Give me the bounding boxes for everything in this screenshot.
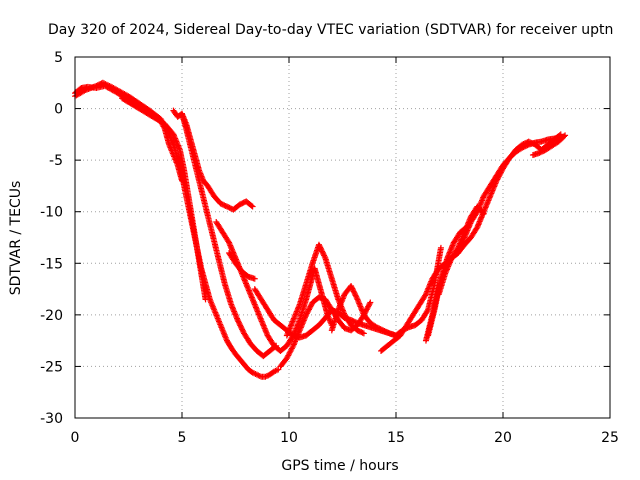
data-point [235, 318, 242, 325]
series-track-7 [226, 249, 258, 282]
data-point [99, 79, 106, 86]
x-tick-label: 5 [178, 430, 187, 446]
data-point [235, 319, 242, 326]
data-point [317, 245, 324, 252]
data-point [437, 244, 444, 251]
y-tick-label: -30 [40, 411, 63, 427]
data-point [319, 248, 326, 255]
data-point [237, 323, 244, 330]
data-point [557, 131, 564, 138]
series-track-3 [119, 95, 209, 303]
data-point [237, 322, 244, 329]
data-point [556, 132, 563, 139]
plot-frame [74, 56, 611, 419]
series-track-15 [425, 224, 470, 339]
data-point [462, 225, 469, 232]
data-point [422, 292, 429, 299]
data-point [424, 307, 431, 314]
data-point [319, 249, 326, 256]
data-point [317, 244, 324, 251]
data-point [225, 238, 232, 245]
data-point [238, 325, 245, 332]
data-point [353, 293, 360, 300]
data-point [562, 132, 569, 139]
data-points [72, 79, 569, 380]
data-point [454, 246, 461, 253]
x-tick-label: 15 [387, 430, 405, 446]
data-point [366, 300, 373, 307]
data-point [360, 330, 367, 337]
data-point [249, 203, 256, 210]
y-tick-label: 5 [54, 50, 63, 66]
x-tick-label: 20 [494, 430, 512, 446]
data-point [321, 253, 328, 260]
data-point [318, 247, 325, 254]
data-point [560, 133, 567, 140]
data-point [349, 285, 356, 292]
data-point [348, 282, 355, 289]
y-tick-label: 0 [54, 102, 63, 118]
series-track-5 [179, 110, 280, 360]
chart-title: Day 320 of 2024, Sidereal Day-to-day VTE… [48, 22, 613, 38]
data-point [236, 321, 243, 328]
data-point [320, 251, 327, 258]
data-point [349, 287, 356, 293]
x-tick-label: 25 [601, 430, 619, 446]
axis-ticks: 0 5 10 15 20 25 5 0 -5 -10 -15 -20 -25 -30 [40, 50, 619, 446]
data-point [350, 288, 357, 295]
data-point [359, 329, 366, 336]
data-point [289, 344, 296, 351]
data-point [202, 296, 209, 303]
data-point [351, 291, 358, 298]
data-point [479, 209, 486, 216]
data-point [315, 241, 322, 248]
y-tick-label: -20 [40, 308, 63, 324]
data-point [348, 284, 355, 291]
series-track-16 [529, 132, 569, 158]
data-point [234, 317, 241, 324]
data-point [473, 225, 480, 232]
y-tick-label: -15 [40, 256, 63, 272]
data-point [480, 210, 487, 217]
data-point [248, 202, 255, 209]
data-point [239, 327, 246, 334]
y-tick-label: -10 [40, 205, 63, 221]
series-track-6 [213, 219, 335, 354]
data-point [321, 252, 328, 259]
data-point [352, 292, 359, 299]
data-point [251, 275, 258, 282]
data-point [351, 289, 358, 296]
data-point [239, 326, 246, 333]
y-tick-label: -5 [49, 153, 63, 169]
x-tick-label: 10 [280, 430, 298, 446]
data-point [367, 299, 374, 306]
data-point [463, 224, 470, 231]
y-axis-label: SDTVAR / TECUs [8, 181, 24, 296]
y-tick-label: -25 [40, 359, 63, 375]
data-point [275, 366, 282, 373]
data-point [353, 295, 360, 302]
data-point [316, 243, 323, 250]
x-tick-label: 0 [71, 430, 80, 446]
x-axis-label: GPS time / hours [281, 458, 398, 474]
